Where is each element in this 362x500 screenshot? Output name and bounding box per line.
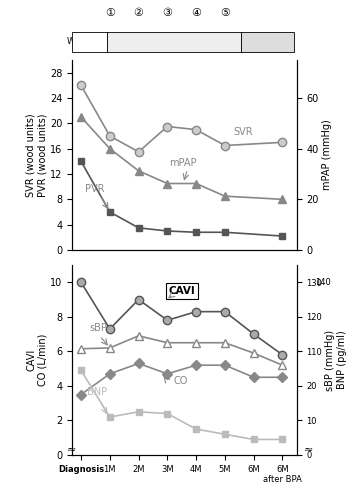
Text: CAVI: CAVI [168, 286, 195, 296]
Text: sBP: sBP [90, 322, 108, 332]
Bar [107, 32, 241, 52]
Y-axis label: SVR (wood units)
PVR (wood units): SVR (wood units) PVR (wood units) [26, 113, 47, 197]
Text: ①: ① [105, 8, 115, 18]
Text: BPA: BPA [157, 0, 177, 1]
Text: BNP: BNP [87, 386, 107, 396]
Text: CO: CO [173, 376, 188, 386]
Text: 140: 140 [315, 278, 331, 287]
Text: SVR: SVR [233, 126, 253, 136]
Text: ⑤: ⑤ [220, 8, 230, 18]
Text: II: II [171, 38, 176, 46]
Y-axis label: CAVI
CO (L/min): CAVI CO (L/min) [26, 334, 48, 386]
Bar [241, 32, 294, 52]
Text: ④: ④ [191, 8, 201, 18]
Text: I: I [266, 38, 269, 46]
Text: ②: ② [134, 8, 144, 18]
Text: $\approx$: $\approx$ [64, 444, 76, 454]
Text: $\approx$: $\approx$ [301, 444, 313, 454]
Text: mPAP: mPAP [169, 158, 196, 168]
Text: WHO-FC III: WHO-FC III [67, 38, 112, 46]
Bar [72, 32, 107, 52]
Y-axis label: sBP (mmHg)
BNP (pg/ml): sBP (mmHg) BNP (pg/ml) [325, 330, 347, 390]
Text: PVR: PVR [85, 184, 105, 194]
Y-axis label: mPAP (mmHg): mPAP (mmHg) [322, 120, 332, 190]
Text: ③: ③ [162, 8, 172, 18]
